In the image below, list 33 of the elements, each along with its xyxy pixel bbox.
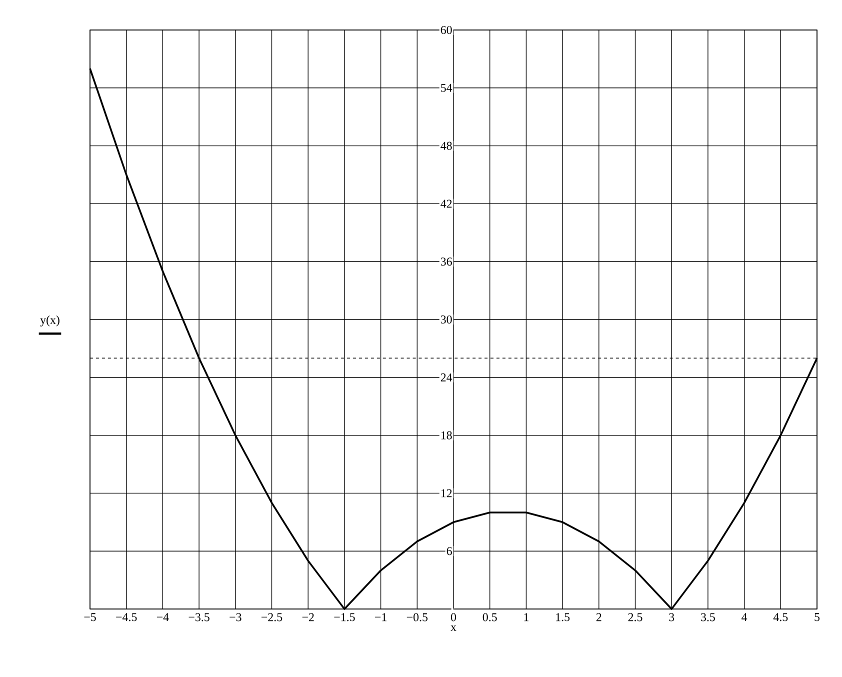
x-tick-label: −4 — [156, 613, 169, 622]
x-tick-label: −1.5 — [334, 613, 355, 622]
x-tick-label: −4.5 — [116, 613, 137, 622]
x-tick-label: 5 — [814, 613, 820, 622]
x-tick-label: 2.5 — [628, 613, 642, 622]
y-tick-label: 60 — [440, 26, 452, 34]
x-tick-label: 1.5 — [556, 613, 570, 622]
y-tick-label: 18 — [441, 431, 452, 440]
x-tick-label: 0 — [450, 613, 456, 622]
x-tick-label: −2.5 — [262, 613, 282, 622]
y-tick-label: 12 — [441, 489, 452, 498]
y-tick-label: 48 — [440, 142, 452, 150]
y-tick-label: 42 — [440, 200, 452, 208]
y-tick-label: 6 — [446, 547, 452, 556]
x-axis-title: x — [450, 625, 456, 631]
x-tick-label: 4 — [742, 613, 748, 622]
x-tick-label: −1 — [375, 613, 386, 622]
x-tick-label: −3 — [230, 613, 242, 622]
x-tick-label: 3.5 — [701, 613, 715, 622]
x-tick-label: −3.5 — [188, 613, 210, 622]
y-tick-label: 30 — [440, 315, 452, 324]
x-tick-label: 4.5 — [773, 613, 788, 622]
x-tick-label: 1 — [524, 613, 528, 622]
x-tick-label: 0.5 — [482, 613, 497, 622]
x-tick-label: −0.5 — [406, 613, 428, 622]
y-tick-label: 36 — [440, 258, 452, 266]
x-tick-label: −2 — [302, 613, 314, 622]
y-axis-title: y(x) — [40, 316, 60, 326]
y-tick-label: 24 — [440, 373, 452, 382]
x-tick-label: 3 — [669, 613, 674, 622]
x-tick-label: −5 — [84, 613, 96, 622]
x-tick-label: 2 — [596, 613, 602, 622]
y-tick-label: 54 — [441, 84, 452, 92]
